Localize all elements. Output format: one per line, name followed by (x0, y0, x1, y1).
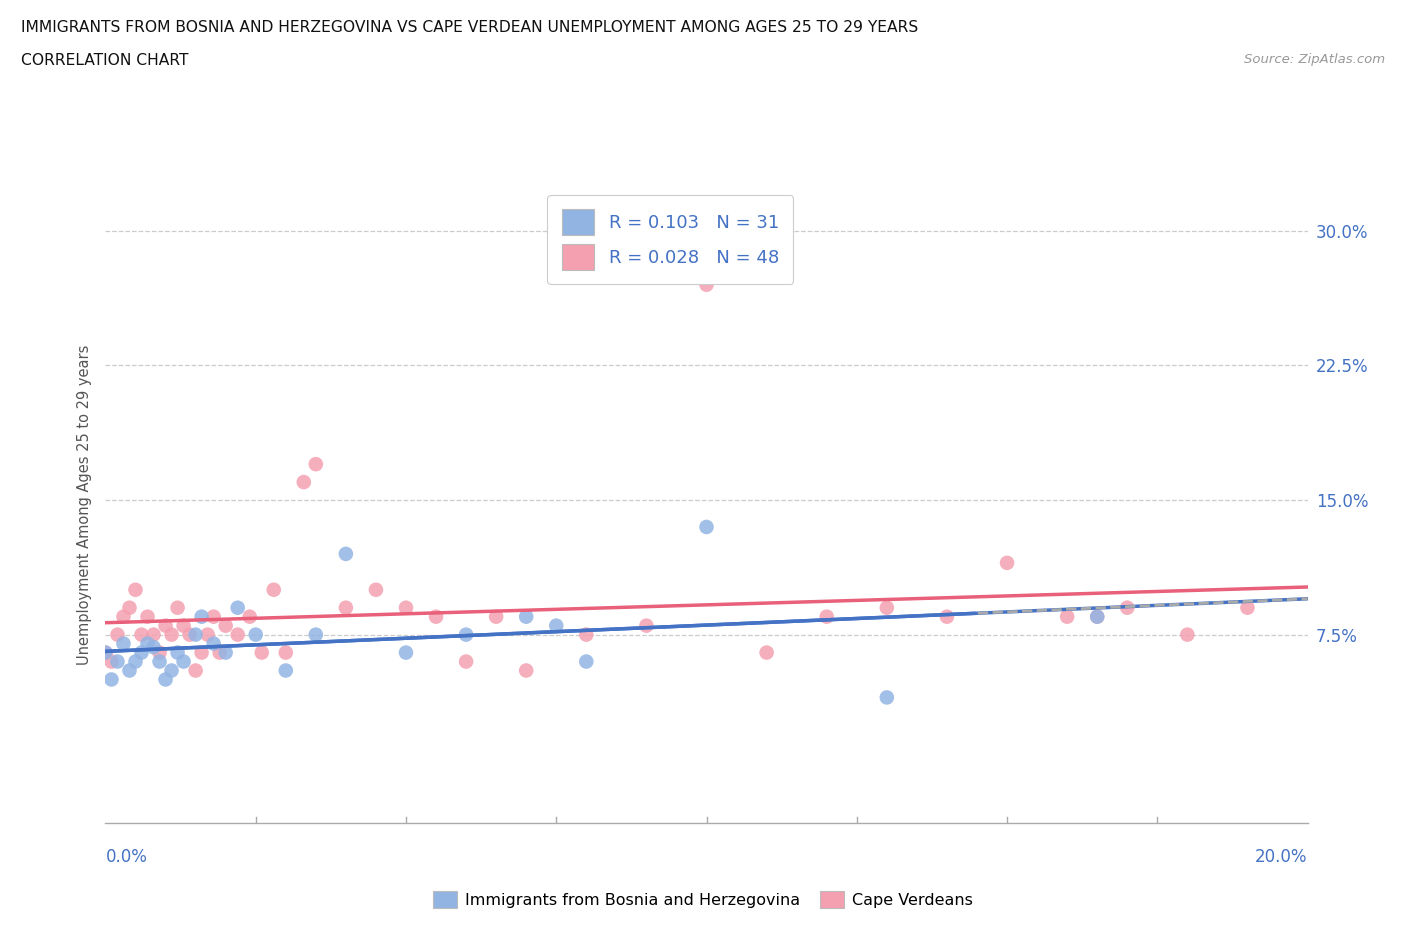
Point (876, 690, 898, 705)
Point (395, 600, 418, 615)
Point (636, 618, 658, 633)
Point (575, 627, 598, 642)
Point (876, 600, 898, 615)
Point (546, 618, 568, 633)
Point (160, 627, 183, 642)
Legend: R = 0.103   N = 31, R = 0.028   N = 48: R = 0.103 N = 31, R = 0.028 N = 48 (547, 195, 793, 284)
Point (202, 609, 225, 624)
Point (214, 645, 236, 660)
Point (179, 627, 201, 642)
Point (454, 627, 477, 642)
Point (575, 654, 598, 669)
Point (155, 618, 177, 633)
Point (136, 609, 159, 624)
Legend: Immigrants from Bosnia and Herzegovina, Cape Verdeans: Immigrants from Bosnia and Herzegovina, … (427, 884, 979, 914)
Point (454, 654, 477, 669)
Point (112, 609, 135, 624)
Point (425, 609, 447, 624)
Point (142, 640, 165, 655)
Point (173, 618, 195, 633)
Point (245, 627, 267, 642)
Point (190, 645, 212, 660)
Point (395, 645, 418, 660)
Point (515, 609, 537, 624)
Point (274, 663, 297, 678)
Y-axis label: Unemployment Among Ages 25 to 29 years: Unemployment Among Ages 25 to 29 years (76, 344, 91, 665)
Point (166, 645, 188, 660)
Point (815, 609, 838, 624)
Point (155, 672, 177, 687)
Text: Source: ZipAtlas.com: Source: ZipAtlas.com (1244, 53, 1385, 66)
Point (107, 627, 129, 642)
Point (173, 654, 195, 669)
Point (696, 520, 718, 535)
Point (202, 636, 225, 651)
Point (1085, 609, 1108, 624)
Point (94, 645, 117, 660)
Point (118, 663, 141, 678)
Point (364, 582, 387, 597)
Point (335, 600, 357, 615)
Point (995, 555, 1018, 570)
Point (239, 609, 262, 624)
Point (274, 645, 297, 660)
Point (136, 636, 159, 651)
Point (100, 672, 122, 687)
Point (131, 645, 153, 660)
Point (1056, 609, 1078, 624)
Point (214, 618, 236, 633)
Point (1085, 609, 1108, 624)
Point (94, 645, 117, 660)
Point (263, 582, 285, 597)
Point (184, 663, 207, 678)
Point (1175, 627, 1198, 642)
Point (1236, 600, 1258, 615)
Point (100, 654, 122, 669)
Point (292, 474, 315, 489)
Point (184, 627, 207, 642)
Point (166, 600, 188, 615)
Point (936, 609, 959, 624)
Point (148, 654, 170, 669)
Point (148, 645, 170, 660)
Point (305, 627, 328, 642)
Point (107, 654, 129, 669)
Text: 0.0%: 0.0% (105, 848, 148, 867)
Point (160, 663, 183, 678)
Point (142, 627, 165, 642)
Point (131, 627, 153, 642)
Point (1116, 600, 1139, 615)
Point (305, 457, 328, 472)
Point (696, 277, 718, 292)
Point (485, 609, 508, 624)
Text: 20.0%: 20.0% (1256, 848, 1308, 867)
Point (755, 645, 778, 660)
Point (112, 636, 135, 651)
Point (124, 582, 146, 597)
Point (226, 627, 249, 642)
Point (124, 654, 146, 669)
Point (197, 627, 219, 642)
Text: IMMIGRANTS FROM BOSNIA AND HERZEGOVINA VS CAPE VERDEAN UNEMPLOYMENT AMONG AGES 2: IMMIGRANTS FROM BOSNIA AND HERZEGOVINA V… (21, 20, 918, 35)
Point (118, 600, 141, 615)
Point (226, 600, 249, 615)
Point (515, 663, 537, 678)
Point (190, 609, 212, 624)
Text: CORRELATION CHART: CORRELATION CHART (21, 53, 188, 68)
Point (335, 547, 357, 562)
Point (208, 645, 231, 660)
Point (250, 645, 273, 660)
